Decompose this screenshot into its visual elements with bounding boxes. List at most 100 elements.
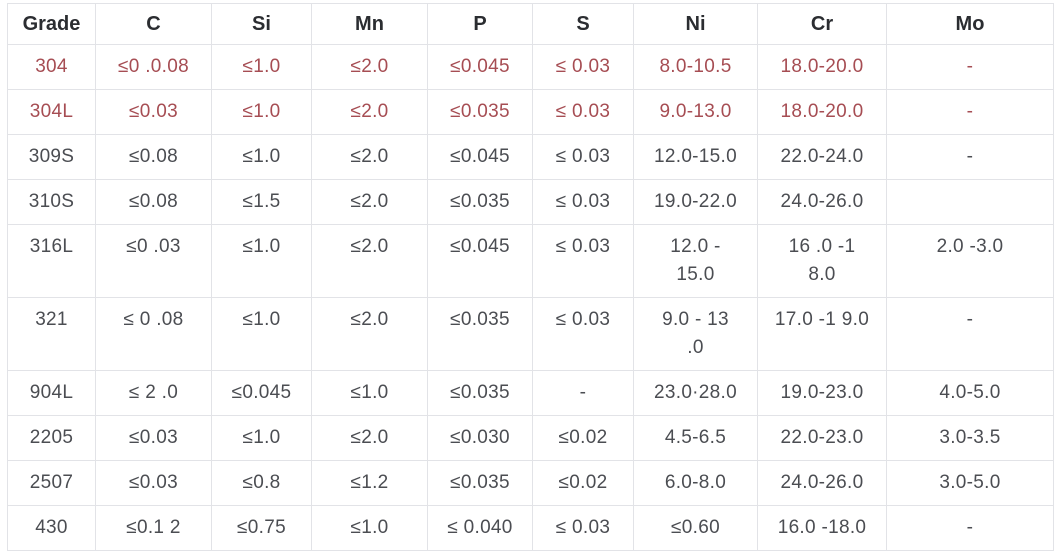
value-cell-si: ≤0.75 — [211, 505, 312, 551]
value-cell-si: ≤1.0 — [211, 89, 312, 135]
value-cell-si: ≤1.0 — [211, 224, 312, 298]
value-cell-mn: ≤2.0 — [311, 134, 428, 180]
value-cell-si: ≤0.045 — [211, 370, 312, 416]
grade-cell: 304L — [7, 89, 96, 135]
value-cell-mo: 4.0-5.0 — [886, 370, 1054, 416]
value-cell-ni: 9.0-13.0 — [633, 89, 758, 135]
column-header-si: Si — [211, 3, 312, 45]
value-cell-ni: 6.0-8.0 — [633, 460, 758, 506]
column-header-p: P — [427, 3, 533, 45]
table-row: 321 ≤ 0 .08 ≤1.0 ≤2.0 ≤0.035 ≤ 0.03 9.0 … — [7, 297, 1054, 371]
grade-cell: 904L — [7, 370, 96, 416]
value-cell-ni: ≤0.60 — [633, 505, 758, 551]
value-cell-mn: ≤2.0 — [311, 179, 428, 225]
value-cell-c: ≤0.03 — [95, 460, 212, 506]
value-cell-mn: ≤2.0 — [311, 44, 428, 90]
value-cell-s: ≤0.02 — [532, 415, 634, 461]
value-cell-p: ≤0.030 — [427, 415, 533, 461]
value-cell-ni: 12.0 - 15.0 — [633, 224, 758, 298]
table-row: 316L ≤0 .03 ≤1.0 ≤2.0 ≤0.045 ≤ 0.03 12.0… — [7, 224, 1054, 298]
value-cell-mo: 2.0 -3.0 — [886, 224, 1054, 298]
grade-cell: 321 — [7, 297, 96, 371]
value-cell-mn: ≤1.2 — [311, 460, 428, 506]
table-row: 430 ≤0.1 2 ≤0.75 ≤1.0 ≤ 0.040 ≤ 0.03 ≤0.… — [7, 505, 1054, 551]
table-row: 309S ≤0.08 ≤1.0 ≤2.0 ≤0.045 ≤ 0.03 12.0-… — [7, 134, 1054, 180]
table-row: 310S ≤0.08 ≤1.5 ≤2.0 ≤0.035 ≤ 0.03 19.0-… — [7, 179, 1054, 225]
value-cell-si: ≤1.0 — [211, 134, 312, 180]
grade-cell: 309S — [7, 134, 96, 180]
value-cell-s: ≤ 0.03 — [532, 179, 634, 225]
value-cell-mo: - — [886, 44, 1054, 90]
value-cell-mn: ≤2.0 — [311, 224, 428, 298]
value-cell-mn: ≤1.0 — [311, 370, 428, 416]
value-cell-mo: - — [886, 297, 1054, 371]
value-cell-mn: ≤2.0 — [311, 415, 428, 461]
value-cell-s: ≤ 0.03 — [532, 224, 634, 298]
column-header-mn: Mn — [311, 3, 428, 45]
value-cell-ni: 19.0-22.0 — [633, 179, 758, 225]
value-cell-mo: - — [886, 89, 1054, 135]
value-cell-p: ≤0.045 — [427, 224, 533, 298]
value-cell-c: ≤0.08 — [95, 179, 212, 225]
value-cell-s: ≤ 0.03 — [532, 297, 634, 371]
value-cell-ni: 9.0 - 13 .0 — [633, 297, 758, 371]
value-cell-c: ≤0.03 — [95, 415, 212, 461]
value-cell-p: ≤0.045 — [427, 134, 533, 180]
column-header-cr: Cr — [757, 3, 887, 45]
value-cell-cr: 16.0 -18.0 — [757, 505, 887, 551]
value-cell-si: ≤1.5 — [211, 179, 312, 225]
grade-cell: 310S — [7, 179, 96, 225]
value-cell-mn: ≤2.0 — [311, 297, 428, 371]
column-header-s: S — [532, 3, 634, 45]
table-row: 904L ≤ 2 .0 ≤0.045 ≤1.0 ≤0.035 - 23.0·28… — [7, 370, 1054, 416]
table-row: 2507 ≤0.03 ≤0.8 ≤1.2 ≤0.035 ≤0.02 6.0-8.… — [7, 460, 1054, 506]
value-cell-mo: - — [886, 505, 1054, 551]
grade-cell: 2507 — [7, 460, 96, 506]
value-cell-c: ≤ 2 .0 — [95, 370, 212, 416]
grade-cell: 304 — [7, 44, 96, 90]
header-row: Grade C Si Mn P S Ni Cr Mo — [7, 3, 1054, 45]
grade-cell: 430 — [7, 505, 96, 551]
value-cell-si: ≤0.8 — [211, 460, 312, 506]
value-cell-cr: 24.0-26.0 — [757, 460, 887, 506]
value-cell-cr: 24.0-26.0 — [757, 179, 887, 225]
value-cell-p: ≤0.035 — [427, 89, 533, 135]
value-cell-ni: 23.0·28.0 — [633, 370, 758, 416]
value-cell-p: ≤0.035 — [427, 460, 533, 506]
value-cell-s: ≤ 0.03 — [532, 134, 634, 180]
value-cell-ni: 4.5-6.5 — [633, 415, 758, 461]
value-cell-cr: 17.0 -1 9.0 — [757, 297, 887, 371]
table-row: 2205 ≤0.03 ≤1.0 ≤2.0 ≤0.030 ≤0.02 4.5-6.… — [7, 415, 1054, 461]
value-cell-mo: 3.0-5.0 — [886, 460, 1054, 506]
value-cell-p: ≤0.045 — [427, 44, 533, 90]
value-cell-si: ≤1.0 — [211, 44, 312, 90]
value-cell-si: ≤1.0 — [211, 415, 312, 461]
value-cell-cr: 18.0-20.0 — [757, 44, 887, 90]
table-body: 304 ≤0 .0.08 ≤1.0 ≤2.0 ≤0.045 ≤ 0.03 8.0… — [7, 44, 1054, 551]
grade-cell: 316L — [7, 224, 96, 298]
value-cell-s: - — [532, 370, 634, 416]
value-cell-mn: ≤1.0 — [311, 505, 428, 551]
value-cell-mo: 3.0-3.5 — [886, 415, 1054, 461]
value-cell-c: ≤0 .0.08 — [95, 44, 212, 90]
value-cell-p: ≤0.035 — [427, 297, 533, 371]
value-cell-c: ≤0.03 — [95, 89, 212, 135]
value-cell-c: ≤0.1 2 — [95, 505, 212, 551]
value-cell-cr: 22.0-24.0 — [757, 134, 887, 180]
column-header-ni: Ni — [633, 3, 758, 45]
grade-cell: 2205 — [7, 415, 96, 461]
column-header-mo: Mo — [886, 3, 1054, 45]
value-cell-s: ≤ 0.03 — [532, 505, 634, 551]
composition-table: Grade C Si Mn P S Ni Cr Mo 304 ≤0 .0.08 … — [7, 3, 1054, 551]
composition-table-wrap: Grade C Si Mn P S Ni Cr Mo 304 ≤0 .0.08 … — [7, 3, 1054, 551]
value-cell-cr: 19.0-23.0 — [757, 370, 887, 416]
value-cell-c: ≤0 .03 — [95, 224, 212, 298]
value-cell-c: ≤0.08 — [95, 134, 212, 180]
value-cell-p: ≤0.035 — [427, 179, 533, 225]
value-cell-mo: - — [886, 134, 1054, 180]
value-cell-ni: 8.0-10.5 — [633, 44, 758, 90]
column-header-c: C — [95, 3, 212, 45]
column-header-grade: Grade — [7, 3, 96, 45]
value-cell-s: ≤ 0.03 — [532, 44, 634, 90]
value-cell-mn: ≤2.0 — [311, 89, 428, 135]
